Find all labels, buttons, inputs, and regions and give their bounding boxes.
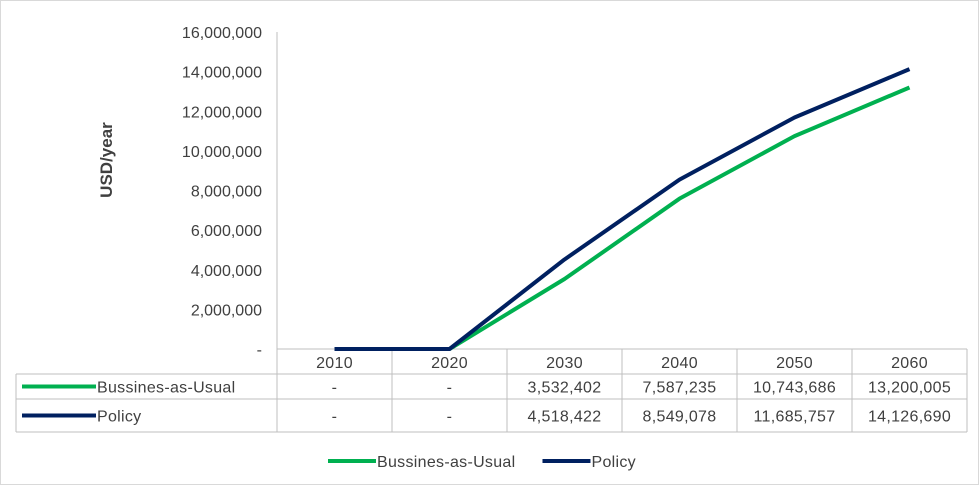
- y-axis-label: USD/year: [97, 122, 116, 198]
- y-tick-label: 2,000,000: [191, 302, 262, 319]
- y-tick-label: 12,000,000: [182, 104, 262, 121]
- y-tick-label: -: [257, 342, 262, 359]
- legend-label: Policy: [591, 454, 635, 471]
- table-cell: -: [332, 380, 338, 397]
- table-cell: -: [332, 409, 338, 426]
- x-category-label: 2030: [546, 355, 583, 372]
- table-cell: -: [447, 409, 453, 426]
- x-category-label: 2040: [661, 355, 698, 372]
- y-tick-label: 4,000,000: [191, 263, 262, 280]
- plot-area: [334, 67, 911, 351]
- y-tick-label: 16,000,000: [182, 25, 262, 42]
- table-cell: 3,532,402: [528, 380, 602, 397]
- legend: Bussines-as-Usual Policy: [328, 454, 636, 471]
- table-cell: -: [447, 380, 453, 397]
- table-series-name: Bussines-as-Usual: [97, 380, 235, 397]
- table-cell: 13,200,005: [868, 380, 951, 397]
- y-tick-label: 14,000,000: [182, 65, 262, 82]
- table-cell: 11,685,757: [754, 409, 836, 426]
- y-axis-ticks: - 2,000,000 4,000,000 6,000,000 8,000,000 10,…: [182, 25, 262, 359]
- legend-item: Policy: [542, 454, 636, 471]
- x-category-label: 2060: [891, 355, 928, 372]
- legend-label: Bussines-as-Usual: [377, 454, 515, 471]
- table-cell: 4,518,422: [528, 409, 602, 426]
- series-line: [334, 67, 911, 351]
- y-tick-label: 10,000,000: [182, 144, 262, 161]
- x-category-label: 2010: [316, 355, 353, 372]
- table-series-name: Policy: [97, 409, 141, 426]
- table-cell: 8,549,078: [643, 409, 717, 426]
- x-category-label: 2020: [431, 355, 468, 372]
- legend-item: Bussines-as-Usual: [328, 454, 515, 471]
- y-tick-label: 6,000,000: [191, 223, 262, 240]
- x-category-label: 2050: [776, 355, 813, 372]
- table-cell: 7,587,235: [643, 380, 717, 397]
- y-tick-label: 8,000,000: [191, 184, 262, 201]
- table-cell: 14,126,690: [868, 409, 951, 426]
- data-table: 2010 2020 2030 2040 2050 2060 Bussines-as-Usua…: [15, 348, 968, 433]
- table-cell: 10,743,686: [753, 380, 836, 397]
